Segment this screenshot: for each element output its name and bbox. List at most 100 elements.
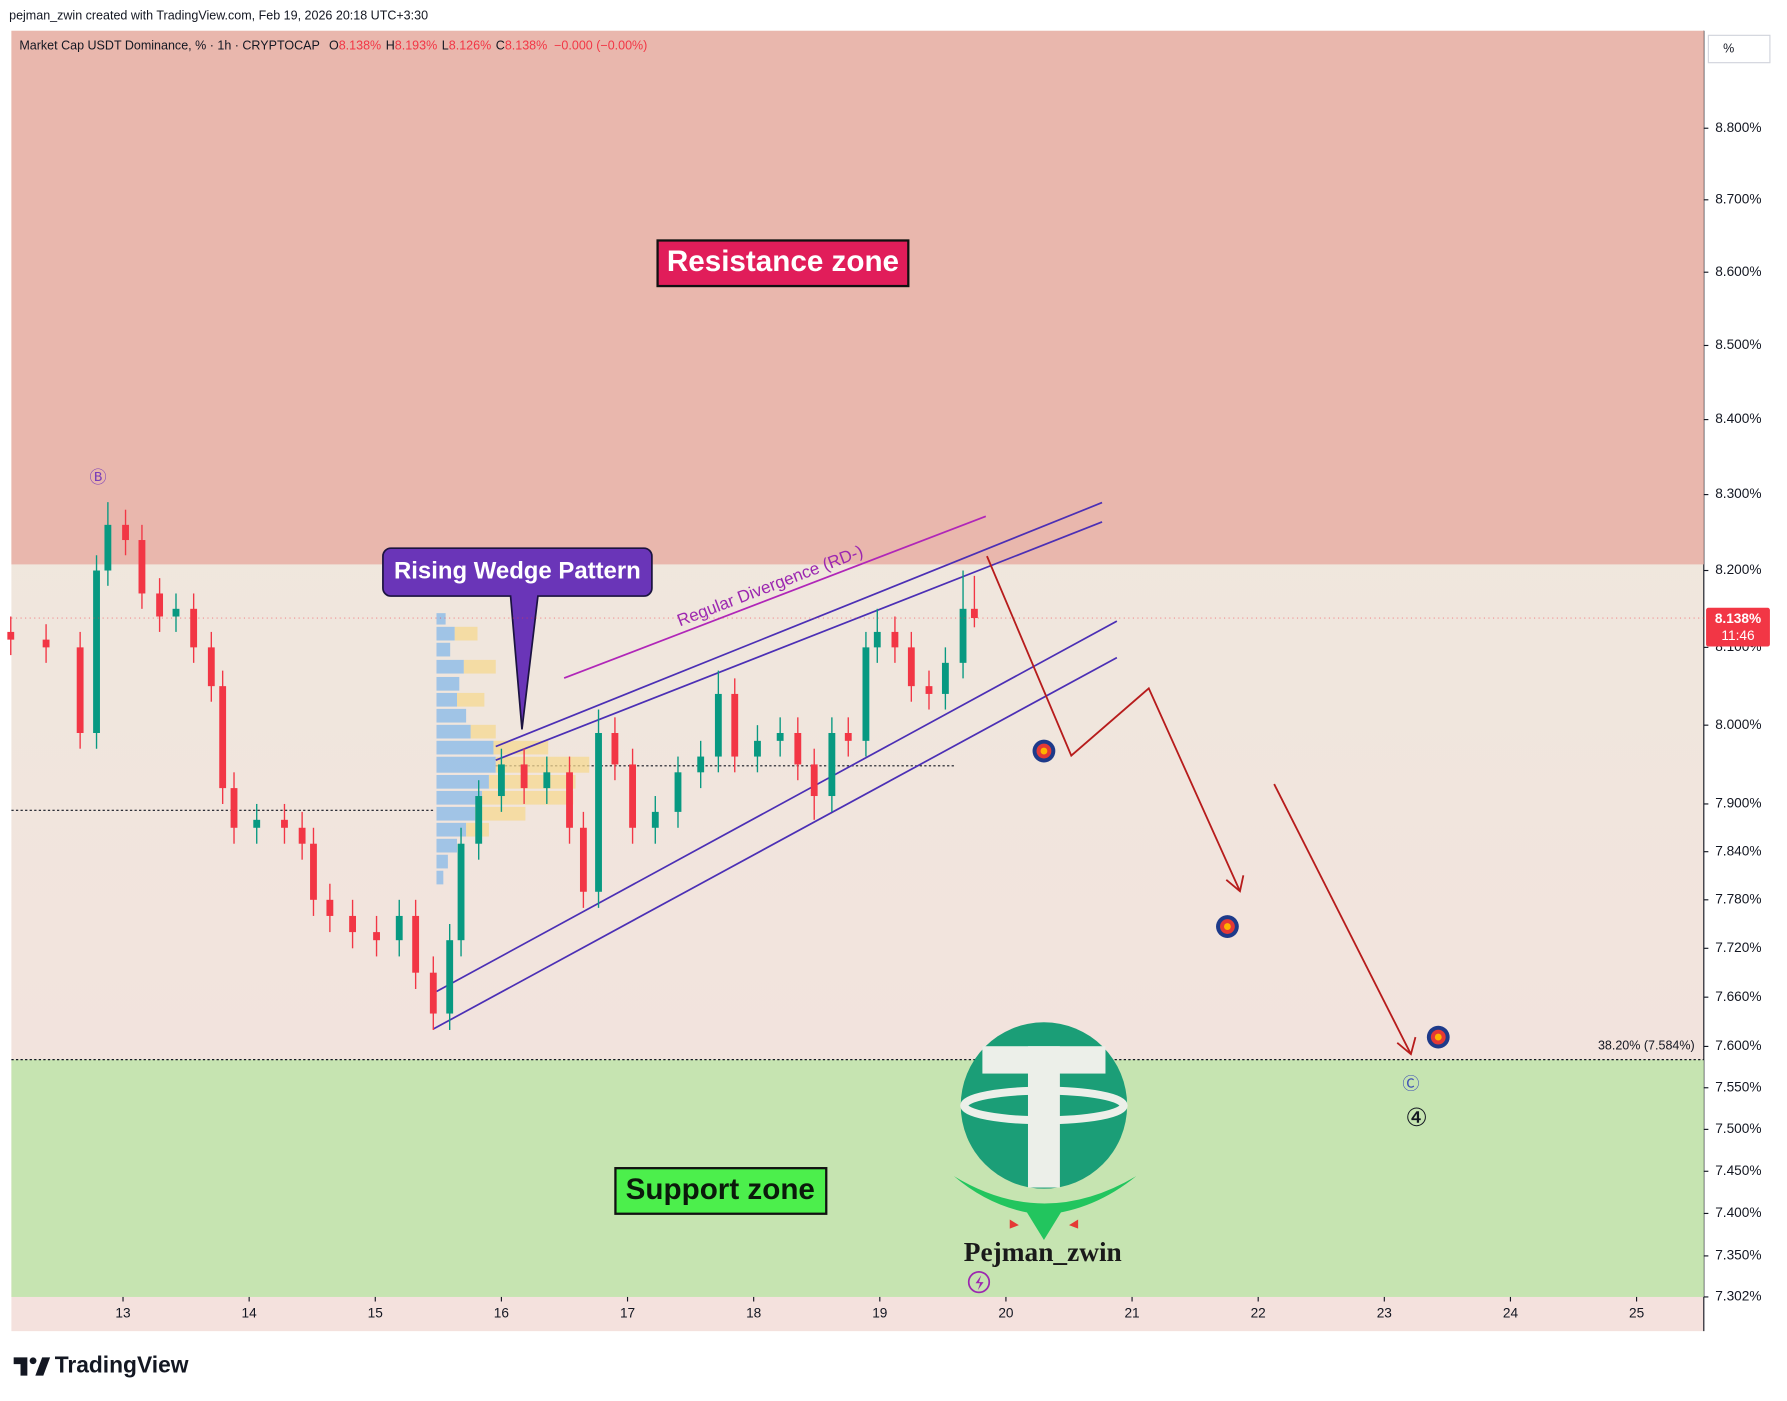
candle-body <box>104 524 112 571</box>
y-tick-label: 8.600% <box>1715 264 1761 279</box>
candle-body <box>457 843 465 941</box>
y-tick-label: 8.400% <box>1715 411 1761 426</box>
candle-body <box>925 686 933 694</box>
ohlc-key: H <box>386 39 395 53</box>
wave-label: ④ <box>1405 1104 1427 1132</box>
candle-body <box>138 540 146 594</box>
candle-body <box>395 915 403 941</box>
x-tick-label: 13 <box>115 1306 130 1321</box>
candle-body <box>298 827 306 844</box>
y-tick-label: 7.500% <box>1715 1121 1761 1136</box>
candle-body <box>862 647 870 741</box>
y-tick-label: 7.600% <box>1715 1038 1761 1053</box>
last-price-box <box>1706 607 1770 647</box>
arrowhead <box>1396 1036 1417 1056</box>
candle-body <box>810 764 818 797</box>
x-tick-label: 21 <box>1124 1306 1139 1321</box>
target-icon <box>1426 1025 1450 1049</box>
volume-profile <box>436 613 590 885</box>
arrowhead <box>1225 875 1245 893</box>
y-tick-label: 8.000% <box>1715 717 1761 732</box>
wave-label: Ⓒ <box>1402 1074 1419 1093</box>
candle-body <box>253 819 261 828</box>
fib-label: 38.20% (7.584%) <box>1598 1038 1695 1052</box>
candle-body <box>76 647 84 733</box>
candle-body <box>219 686 227 789</box>
ohlc-value: 8.193% <box>395 39 437 53</box>
candle-body <box>891 631 899 648</box>
countdown: 11:46 <box>1721 628 1754 643</box>
candle-body <box>373 932 380 941</box>
candle-body <box>629 764 637 828</box>
y-tick-label: 7.780% <box>1715 891 1761 906</box>
candle-body <box>844 732 852 741</box>
candle-body <box>156 593 164 617</box>
x-tick-label: 19 <box>872 1306 887 1321</box>
zone <box>11 30 1704 565</box>
zone-label: Support zone <box>626 1173 815 1206</box>
candle-body <box>651 811 659 828</box>
zone-label-box <box>656 239 910 288</box>
y-tick-label: 7.660% <box>1715 989 1761 1004</box>
candle-body <box>326 899 334 916</box>
projection-arrow <box>986 555 1241 892</box>
candle-body <box>754 740 761 757</box>
brand-logo <box>13 1357 51 1376</box>
scale-button[interactable] <box>1707 34 1771 64</box>
y-tick-label: 7.302% <box>1715 1289 1761 1304</box>
candle-body <box>941 662 949 694</box>
candle-body <box>412 915 420 973</box>
ohlc-key: L <box>442 39 449 53</box>
target-icon <box>1216 915 1239 938</box>
candle-body <box>697 756 705 773</box>
ohlc-value: 8.126% <box>449 39 491 53</box>
candle-body <box>310 843 317 900</box>
price-axis-bg <box>1703 30 1787 1332</box>
candle-body <box>281 819 288 828</box>
x-tick-label: 17 <box>620 1306 635 1321</box>
target-icon <box>1032 739 1056 763</box>
tether-logo <box>953 1022 1137 1240</box>
zone-label-box <box>614 1167 828 1215</box>
ohlc-change: −0.000 (−0.00%) <box>554 39 647 53</box>
candle-body <box>776 732 784 741</box>
y-tick-label: 8.700% <box>1715 191 1761 206</box>
divergence-line <box>563 515 987 679</box>
candle-body <box>42 639 50 648</box>
watermark: Pejman_zwin <box>964 1237 1122 1267</box>
y-tick-label: 7.900% <box>1715 796 1761 811</box>
credit: pejman_zwin created with TradingView.com… <box>9 8 428 22</box>
y-tick-label: 7.720% <box>1715 940 1761 955</box>
brand: TradingView <box>55 1351 189 1377</box>
candle-body <box>190 608 198 648</box>
wedge-line <box>495 521 1103 761</box>
x-tick-label: 18 <box>746 1306 761 1321</box>
candle-body <box>543 772 551 789</box>
legend: Market Cap USDT Dominance, % · 1h · CRYP… <box>19 39 647 53</box>
y-tick-label: 7.840% <box>1715 843 1761 858</box>
x-tick-label: 15 <box>368 1306 384 1321</box>
y-tick-label: 8.300% <box>1715 486 1761 501</box>
candle-body <box>595 732 602 892</box>
candle-body <box>207 647 215 687</box>
ohlc-value: 8.138% <box>339 39 381 53</box>
candle-body <box>611 732 619 765</box>
candle-body <box>714 693 722 757</box>
wave-label: Ⓑ <box>89 468 106 487</box>
x-tick-label: 25 <box>1629 1306 1645 1321</box>
candle-body <box>349 915 356 933</box>
ohlc-key: O <box>329 39 339 53</box>
scale-label[interactable]: % <box>1723 41 1734 55</box>
candle-body <box>446 940 454 1014</box>
wedge-line <box>495 501 1103 748</box>
y-tick-label: 7.450% <box>1715 1163 1761 1178</box>
y-tick-label: 7.400% <box>1715 1205 1761 1220</box>
zone <box>11 1059 1704 1297</box>
y-tick-label: 7.350% <box>1715 1248 1761 1263</box>
candle-body <box>970 608 978 619</box>
candle-body <box>873 631 881 648</box>
time-axis-bg <box>11 1296 1704 1332</box>
candle-body <box>172 608 180 617</box>
zone-label: Resistance zone <box>667 245 899 278</box>
